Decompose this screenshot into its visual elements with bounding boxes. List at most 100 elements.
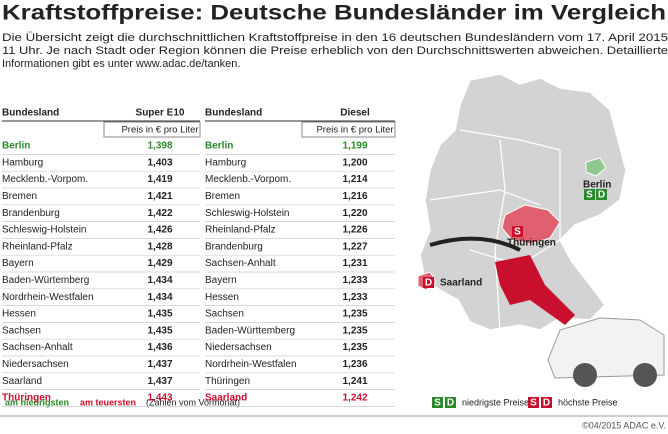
- price: 1,216: [342, 191, 367, 202]
- state-name: Saarland: [2, 376, 42, 387]
- subheader-box: [103, 121, 201, 138]
- price: 1,233: [342, 292, 367, 303]
- badge: [512, 226, 523, 237]
- map: Berlin S D S Thüringen D Saarland: [417, 73, 665, 387]
- state-name: Bayern: [2, 258, 34, 269]
- badge-letter: D: [598, 190, 605, 201]
- price: 1,235: [342, 325, 367, 336]
- map-label: Saarland: [440, 278, 482, 289]
- price: 1,421: [147, 191, 172, 202]
- legend-lowest: am niedrigsten: [5, 397, 69, 407]
- state-name: Rheinland-Pfalz: [2, 241, 73, 252]
- state-name: Thüringen: [205, 376, 250, 387]
- state-name: Schleswig-Holstein: [2, 225, 86, 236]
- state-name: Sachsen: [205, 309, 244, 320]
- state-name: Hamburg: [205, 157, 246, 168]
- state-name: Bremen: [205, 191, 240, 202]
- badge-letter: D: [543, 398, 550, 409]
- title: Kraftstoffpreise: Deutsche Bundesländer …: [2, 2, 666, 25]
- state-name: Sachsen-Anhalt: [205, 258, 276, 269]
- legend: am niedrigsten am teuersten (Zahlen vom …: [5, 397, 618, 409]
- badge-letter: S: [434, 398, 441, 409]
- price: 1,241: [342, 376, 367, 387]
- badge: [445, 397, 456, 408]
- badge-letter: D: [425, 278, 432, 289]
- price: 1,242: [342, 393, 367, 404]
- column-header: Super E10: [136, 108, 185, 119]
- state-name: Baden-Würtemberg: [2, 275, 89, 286]
- badge: [584, 189, 595, 200]
- state-name: Berlin: [2, 141, 30, 152]
- state-name: Sachsen: [2, 325, 41, 336]
- price: 1,426: [147, 225, 172, 236]
- state-name: Brandenburg: [2, 208, 60, 219]
- badge-letter: S: [530, 398, 537, 409]
- price: 1,227: [342, 241, 367, 252]
- berlin-area: [585, 157, 607, 177]
- state-name: Berlin: [205, 141, 233, 152]
- price: 1,236: [342, 359, 367, 370]
- subheader: Preis in € pro Liter: [316, 125, 393, 136]
- nozzle: [495, 255, 575, 325]
- map-label: Thüringen: [507, 238, 556, 249]
- badge: [432, 397, 443, 408]
- state-name: Sachsen-Anhalt: [2, 342, 73, 353]
- state-name: Baden-Württemberg: [205, 325, 295, 336]
- state-name: Bayern: [205, 275, 237, 286]
- state-name: Thüringen: [2, 393, 51, 404]
- intro-line: Die Übersicht zeigt die durchschnittlich…: [2, 32, 668, 44]
- state-name: Hamburg: [2, 157, 43, 168]
- price: 1,226: [342, 225, 367, 236]
- state-name: Mecklenb.-Vorpom.: [205, 174, 291, 185]
- subheader: Preis in € pro Liter: [121, 125, 198, 136]
- price: 1,231: [342, 258, 367, 269]
- price: 1,419: [147, 174, 172, 185]
- badge: [528, 397, 539, 408]
- state-name: Hessen: [2, 309, 36, 320]
- price: 1,200: [342, 157, 367, 168]
- state-name: Brandenburg: [205, 241, 263, 252]
- state-name: Saarland: [205, 393, 247, 404]
- price: 1,429: [147, 258, 172, 269]
- price: 1,428: [147, 241, 172, 252]
- car: [547, 317, 665, 379]
- state-name: Schleswig-Holstein: [205, 208, 289, 219]
- price: 1,235: [342, 309, 367, 320]
- column-header: Diesel: [340, 108, 370, 119]
- price: 1,422: [147, 208, 172, 219]
- price: 1,233: [342, 275, 367, 286]
- state-name: Niedersachsen: [2, 359, 69, 370]
- price: 1,435: [147, 325, 172, 336]
- column-header: Bundesland: [2, 108, 59, 119]
- badge-letter: S: [586, 190, 593, 201]
- germany: [419, 73, 627, 331]
- footer: ©04/2015 ADAC e.V.: [582, 420, 666, 430]
- map-label: Berlin: [583, 180, 611, 191]
- legend-note: (Zahlen vom Vormonat): [146, 397, 240, 407]
- intro-line: Informationen gibt es unter www.adac.de/…: [2, 58, 240, 70]
- state-name: Mecklenb.-Vorpom.: [2, 174, 88, 185]
- wheel: [633, 363, 657, 387]
- subheader-box: [301, 121, 396, 138]
- price: 1,436: [147, 342, 172, 353]
- price: 1,434: [147, 292, 172, 303]
- price: 1,435: [147, 309, 172, 320]
- price: 1,403: [147, 157, 172, 168]
- state-name: Rheinland-Pfalz: [205, 225, 276, 236]
- badge: [423, 277, 434, 288]
- legend-highest-prices: höchste Preise: [558, 397, 618, 407]
- price: 1,214: [342, 174, 367, 185]
- column-header: Bundesland: [205, 108, 262, 119]
- price: 1,443: [147, 393, 172, 404]
- legend-highest: am teuersten: [80, 397, 136, 407]
- state-name: Nordrhein-Westfalen: [205, 359, 297, 370]
- price: 1,220: [342, 208, 367, 219]
- wheel: [573, 363, 597, 387]
- price: 1,199: [342, 141, 367, 152]
- hose: [429, 236, 521, 252]
- price: 1,437: [147, 359, 172, 370]
- badge-letter: S: [514, 227, 521, 238]
- intro-line: 11 Uhr. Je nach Stadt oder Region können…: [2, 45, 668, 57]
- legend-lowest-prices: niedrigste Preise: [462, 397, 529, 407]
